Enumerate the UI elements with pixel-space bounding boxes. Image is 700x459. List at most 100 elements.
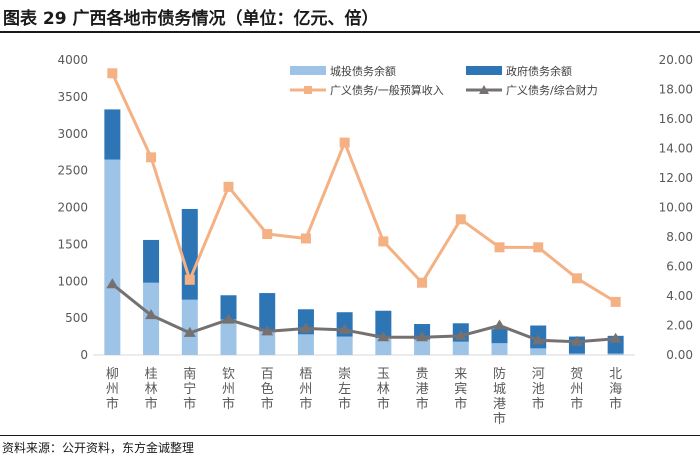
bar-government bbox=[104, 109, 121, 160]
left-tick-label: 2000 bbox=[57, 201, 88, 215]
ratio-finance-point bbox=[299, 322, 312, 333]
bar-city-investment bbox=[297, 334, 314, 355]
ratio-finance-point bbox=[493, 319, 506, 330]
bar-city-investment bbox=[414, 339, 431, 355]
right-tick-label: 20.00 bbox=[659, 53, 693, 67]
right-tick-label: 2.00 bbox=[666, 319, 693, 333]
ratio-budget-point bbox=[455, 214, 466, 225]
legend-ratio-finance: 广义债务/综合财力 bbox=[466, 83, 598, 97]
right-tick-label: 0.00 bbox=[666, 348, 693, 362]
ratio-budget-point bbox=[107, 68, 118, 79]
right-tick-label: 10.00 bbox=[659, 201, 693, 215]
svg-text:城投债务余额: 城投债务余额 bbox=[330, 64, 396, 78]
bar-city-investment bbox=[220, 319, 237, 355]
ratio-finance-point bbox=[532, 334, 545, 345]
category-label: 梧州市 bbox=[299, 367, 312, 412]
category-label: 北海市 bbox=[609, 367, 622, 412]
category-label: 贵港市 bbox=[416, 367, 429, 412]
bar-government bbox=[375, 310, 392, 339]
ratio-finance-line bbox=[111, 283, 616, 344]
left-tick-label: 4000 bbox=[57, 53, 88, 67]
legend-ratio-budget: 广义债务/一般预算收入 bbox=[290, 83, 444, 97]
bar-government bbox=[181, 208, 198, 300]
category-label: 南宁市 bbox=[183, 366, 196, 412]
ratio-budget-point bbox=[533, 242, 544, 253]
right-tick-label: 6.00 bbox=[666, 260, 693, 274]
ratio-budget-point bbox=[417, 277, 428, 288]
category-label: 崇左市 bbox=[338, 367, 351, 412]
bar-city-investment bbox=[104, 159, 121, 355]
right-tick-label: 12.00 bbox=[659, 171, 693, 185]
right-axis: 0.00 2.00 4.00 6.00 8.00 10.00 12.00 14.00 16.00… bbox=[659, 53, 693, 362]
debt-chart: 0 500 1000 1500 2000 2500 3000 3500 4000 0.00 2.0… bbox=[57, 53, 693, 427]
left-tick-label: 2500 bbox=[57, 164, 88, 178]
ratio-budget-point bbox=[184, 274, 195, 285]
right-tick-label: 8.00 bbox=[666, 230, 693, 244]
bar-government bbox=[491, 329, 508, 344]
ratio-budget-point bbox=[378, 236, 389, 247]
category-label: 来宾市 bbox=[454, 367, 467, 412]
category-label: 柳州市 bbox=[106, 367, 119, 412]
ratio-budget-point bbox=[571, 273, 582, 284]
category-label: 百色市 bbox=[261, 367, 274, 412]
x-axis-labels: 柳州市 桂林市 南宁市 钦州市 百色市 梧州市 崇左市 玉林市 贵港市 来宾市 防城港市 河池市 贺州市… bbox=[106, 366, 622, 427]
ratio-budget-point bbox=[300, 233, 311, 244]
category-label: 桂林市 bbox=[145, 367, 158, 412]
bar-government bbox=[220, 295, 237, 320]
ratio-finance-point bbox=[416, 331, 429, 342]
ratio-finance-point bbox=[454, 329, 467, 340]
svg-text:政府债务余额: 政府债务余额 bbox=[506, 64, 572, 78]
bar-city-investment bbox=[375, 338, 392, 355]
right-tick-label: 14.00 bbox=[659, 142, 693, 156]
ratio-finance-point bbox=[183, 326, 196, 337]
bar-city-investment bbox=[452, 341, 469, 355]
ratio-budget-point bbox=[339, 137, 350, 148]
category-label: 玉林市 bbox=[377, 367, 390, 412]
ratio-finance-point bbox=[145, 309, 158, 320]
title-divider bbox=[0, 31, 700, 33]
svg-text:广义债务/一般预算收入: 广义债务/一般预算收入 bbox=[330, 83, 444, 97]
ratio-budget-point bbox=[610, 296, 621, 307]
bar-city-investment bbox=[491, 343, 508, 355]
right-tick-label: 16.00 bbox=[659, 112, 693, 126]
bar-series bbox=[104, 109, 624, 355]
source-divider bbox=[0, 435, 700, 436]
line-series bbox=[106, 68, 622, 346]
ratio-finance-point bbox=[338, 323, 351, 334]
ratio-budget-point bbox=[494, 242, 505, 253]
source-note: 资料来源：公开资料，东方金诚整理 bbox=[2, 441, 195, 455]
category-label: 防城港市 bbox=[493, 366, 506, 427]
ratio-budget-line bbox=[110, 72, 617, 304]
left-tick-label: 3500 bbox=[57, 90, 88, 104]
legend-city-investment: 城投债务余额 bbox=[290, 64, 396, 78]
left-tick-label: 1000 bbox=[57, 274, 88, 288]
bar-city-investment bbox=[568, 353, 585, 355]
ratio-finance-point bbox=[222, 313, 235, 324]
bar-city-investment bbox=[607, 353, 624, 355]
left-tick-label: 3000 bbox=[57, 127, 88, 141]
figure-title-bar: 图表 29 广西各地市债务情况（单位：亿元、倍） bbox=[0, 0, 700, 33]
bar-city-investment bbox=[336, 336, 353, 355]
svg-text:广义债务/综合财力: 广义债务/综合财力 bbox=[506, 83, 598, 97]
ratio-budget-point bbox=[146, 152, 157, 163]
right-tick-label: 4.00 bbox=[666, 289, 693, 303]
category-label: 河池市 bbox=[532, 367, 545, 412]
ratio-budget-point bbox=[262, 229, 273, 240]
bar-city-investment bbox=[530, 348, 547, 355]
ratio-budget-point bbox=[223, 181, 234, 192]
bar-city-investment bbox=[259, 331, 276, 355]
ratio-finance-point bbox=[377, 331, 390, 342]
left-tick-label: 500 bbox=[65, 311, 88, 325]
left-tick-label: 1500 bbox=[57, 237, 88, 251]
category-label: 贺州市 bbox=[570, 367, 583, 412]
legend-government: 政府债务余额 bbox=[466, 64, 572, 78]
ratio-finance-point bbox=[261, 325, 274, 336]
bar-government bbox=[259, 293, 276, 332]
right-tick-label: 18.00 bbox=[659, 83, 693, 97]
ratio-finance-point bbox=[106, 278, 119, 289]
left-tick-label: 0 bbox=[80, 348, 88, 362]
category-label: 钦州市 bbox=[222, 367, 235, 412]
ratio-finance-point bbox=[570, 335, 583, 346]
figure-title: 图表 29 广西各地市债务情况（单位：亿元、倍） bbox=[3, 9, 379, 29]
